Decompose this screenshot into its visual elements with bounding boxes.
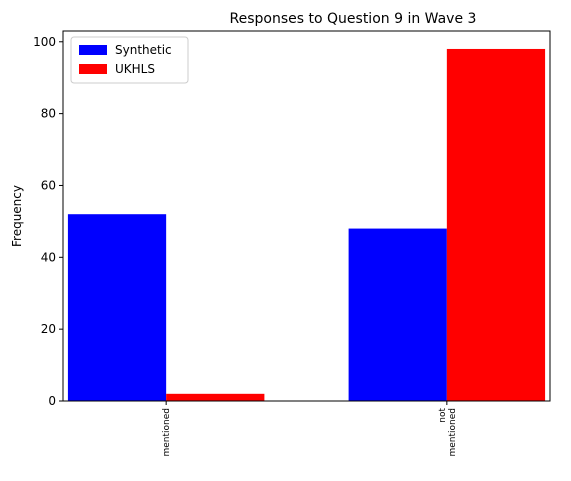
x-tick-label-group: not mentioned: [438, 408, 458, 457]
x-axis-ticks: mentioned not mentioned: [162, 401, 458, 457]
x-tick-label: not: [438, 408, 448, 423]
y-tick-label: 60: [41, 178, 56, 192]
y-tick-label: 100: [33, 35, 56, 49]
x-tick-label-group: mentioned: [162, 408, 172, 457]
legend-swatch-synthetic: [79, 45, 107, 55]
bar-ukhls-0: [166, 393, 265, 401]
legend-swatch-ukhls: [79, 64, 107, 74]
x-tick-label: mentioned: [448, 408, 458, 457]
bar-synthetic-1: [348, 228, 447, 401]
y-axis-ticks: 0 20 40 60 80 100: [33, 35, 63, 408]
legend-label-ukhls: UKHLS: [115, 62, 155, 76]
legend: Synthetic UKHLS: [70, 36, 189, 84]
bars-group: [67, 48, 546, 401]
y-axis-label: Frequency: [10, 185, 24, 247]
y-tick-label: 80: [41, 107, 56, 121]
x-tick-label: mentioned: [162, 408, 172, 457]
y-tick-label: 20: [41, 322, 56, 336]
y-tick-label: 0: [48, 394, 56, 408]
legend-label-synthetic: Synthetic: [115, 43, 172, 57]
bar-synthetic-0: [67, 214, 167, 401]
plot-frame: [62, 30, 551, 402]
y-tick-label: 40: [41, 250, 56, 264]
bar-ukhls-1: [446, 48, 546, 401]
chart-title: Responses to Question 9 in Wave 3: [230, 11, 477, 27]
